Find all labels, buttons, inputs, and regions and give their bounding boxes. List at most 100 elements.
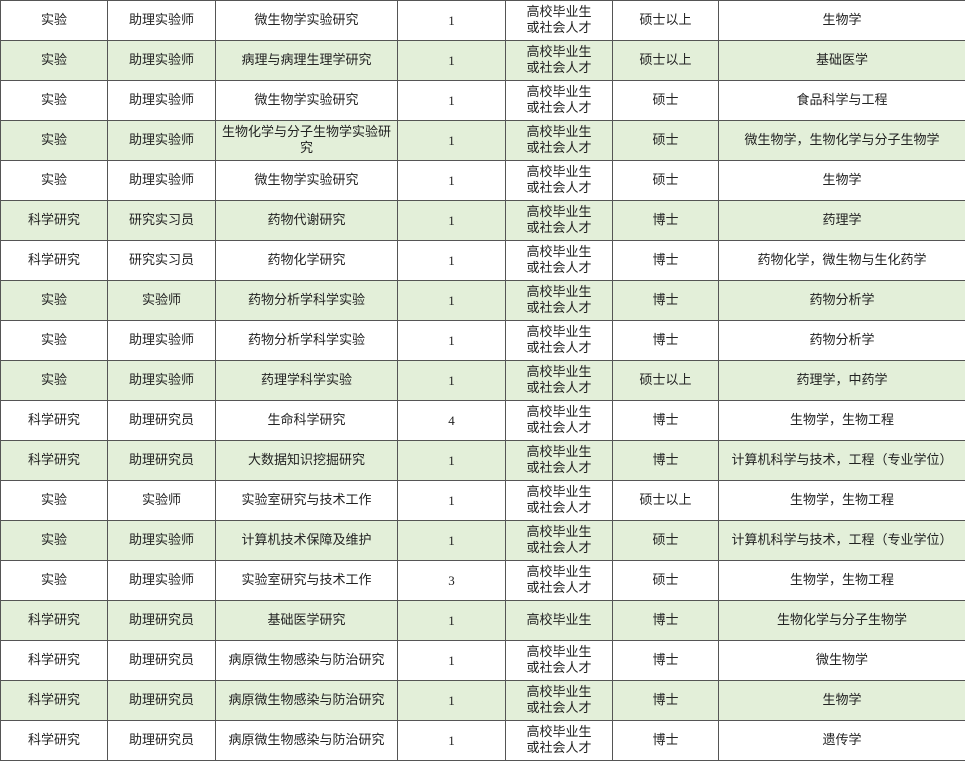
position-cell: 实验师: [107, 480, 216, 521]
degree-cell: 硕士以上: [612, 360, 719, 401]
table-row: 科学研究 助理研究员 基础医学研究 1 高校毕业生 博士 生物化学与分子生物学: [0, 600, 965, 641]
table-row: 实验 助理实验师 实验室研究与技术工作 3 高校毕业生 或社会人才 硕士 生物学，生物工程: [0, 560, 965, 601]
position-cell: 助理研究员: [107, 600, 216, 641]
degree-cell: 博士: [612, 440, 719, 481]
position-cell: 研究实习员: [107, 200, 216, 241]
degree-cell: 博士: [612, 640, 719, 681]
position-cell: 助理实验师: [107, 120, 216, 161]
category-cell: 科学研究: [0, 240, 108, 281]
position-cell: 助理实验师: [107, 40, 216, 81]
table-row: 科学研究 助理研究员 病原微生物感染与防治研究 1 高校毕业生 或社会人才 博士 微生物学: [0, 640, 965, 681]
degree-cell: 博士: [612, 600, 719, 641]
degree-cell: 硕士: [612, 560, 719, 601]
post-name-cell: 实验室研究与技术工作: [215, 480, 398, 521]
category-cell: 实验: [0, 360, 108, 401]
degree-cell: 博士: [612, 320, 719, 361]
degree-cell: 硕士以上: [612, 0, 719, 41]
category-cell: 科学研究: [0, 600, 108, 641]
count-cell: 1: [397, 320, 506, 361]
table-row: 实验 助理实验师 病理与病理生理学研究 1 高校毕业生 或社会人才 硕士以上 基础医学: [0, 40, 965, 81]
table-row: 科学研究 助理研究员 生命科学研究 4 高校毕业生 或社会人才 博士 生物学，生物工程: [0, 400, 965, 441]
post-name-cell: 微生物学实验研究: [215, 80, 398, 121]
count-cell: 1: [397, 120, 506, 161]
source-cell: 高校毕业生 或社会人才: [505, 360, 613, 401]
major-cell: 微生物学: [718, 640, 965, 681]
degree-cell: 博士: [612, 400, 719, 441]
source-cell: 高校毕业生 或社会人才: [505, 200, 613, 241]
count-cell: 1: [397, 640, 506, 681]
position-cell: 研究实习员: [107, 240, 216, 281]
category-cell: 科学研究: [0, 680, 108, 721]
count-cell: 1: [397, 680, 506, 721]
position-cell: 助理实验师: [107, 80, 216, 121]
table-row: 科学研究 研究实习员 药物代谢研究 1 高校毕业生 或社会人才 博士 药理学: [0, 200, 965, 241]
count-cell: 1: [397, 160, 506, 201]
category-cell: 科学研究: [0, 440, 108, 481]
post-name-cell: 药理学科学实验: [215, 360, 398, 401]
major-cell: 计算机科学与技术，工程（专业学位）: [718, 440, 965, 481]
post-name-cell: 病原微生物感染与防治研究: [215, 640, 398, 681]
post-name-cell: 病理与病理生理学研究: [215, 40, 398, 81]
count-cell: 1: [397, 520, 506, 561]
major-cell: 生物学: [718, 680, 965, 721]
count-cell: 1: [397, 600, 506, 641]
post-name-cell: 药物分析学科学实验: [215, 280, 398, 321]
degree-cell: 博士: [612, 240, 719, 281]
count-cell: 1: [397, 360, 506, 401]
degree-cell: 博士: [612, 720, 719, 761]
major-cell: 生物学: [718, 160, 965, 201]
degree-cell: 硕士: [612, 520, 719, 561]
major-cell: 生物化学与分子生物学: [718, 600, 965, 641]
post-name-cell: 病原微生物感染与防治研究: [215, 720, 398, 761]
major-cell: 遗传学: [718, 720, 965, 761]
table-row: 实验 助理实验师 微生物学实验研究 1 高校毕业生 或社会人才 硕士 食品科学与工程: [0, 80, 965, 121]
position-cell: 助理实验师: [107, 560, 216, 601]
category-cell: 实验: [0, 320, 108, 361]
post-name-cell: 微生物学实验研究: [215, 0, 398, 41]
position-cell: 实验师: [107, 280, 216, 321]
position-cell: 助理实验师: [107, 160, 216, 201]
position-cell: 助理研究员: [107, 640, 216, 681]
major-cell: 生物学，生物工程: [718, 480, 965, 521]
major-cell: 药物分析学: [718, 320, 965, 361]
category-cell: 实验: [0, 160, 108, 201]
major-cell: 计算机科学与技术，工程（专业学位）: [718, 520, 965, 561]
table-row: 实验 助理实验师 药物分析学科学实验 1 高校毕业生 或社会人才 博士 药物分析学: [0, 320, 965, 361]
major-cell: 药理学: [718, 200, 965, 241]
category-cell: 实验: [0, 560, 108, 601]
position-cell: 助理实验师: [107, 520, 216, 561]
post-name-cell: 生物化学与分子生物学实验研究: [215, 120, 398, 161]
category-cell: 实验: [0, 80, 108, 121]
position-cell: 助理实验师: [107, 0, 216, 41]
post-name-cell: 生命科学研究: [215, 400, 398, 441]
category-cell: 实验: [0, 520, 108, 561]
position-cell: 助理实验师: [107, 360, 216, 401]
count-cell: 1: [397, 200, 506, 241]
degree-cell: 博士: [612, 200, 719, 241]
count-cell: 4: [397, 400, 506, 441]
count-cell: 1: [397, 40, 506, 81]
table-row: 科学研究 研究实习员 药物化学研究 1 高校毕业生 或社会人才 博士 药物化学，微生物与生化…: [0, 240, 965, 281]
position-cell: 助理研究员: [107, 400, 216, 441]
source-cell: 高校毕业生 或社会人才: [505, 680, 613, 721]
count-cell: 1: [397, 280, 506, 321]
table-row: 实验 助理实验师 微生物学实验研究 1 高校毕业生 或社会人才 硕士以上 生物学: [0, 0, 965, 41]
post-name-cell: 微生物学实验研究: [215, 160, 398, 201]
post-name-cell: 计算机技术保障及维护: [215, 520, 398, 561]
category-cell: 科学研究: [0, 720, 108, 761]
position-cell: 助理实验师: [107, 320, 216, 361]
count-cell: 1: [397, 0, 506, 41]
post-name-cell: 药物分析学科学实验: [215, 320, 398, 361]
category-cell: 科学研究: [0, 200, 108, 241]
major-cell: 生物学: [718, 0, 965, 41]
category-cell: 实验: [0, 0, 108, 41]
table-row: 科学研究 助理研究员 大数据知识挖掘研究 1 高校毕业生 或社会人才 博士 计算机科学与技术…: [0, 440, 965, 481]
table-row: 实验 实验师 实验室研究与技术工作 1 高校毕业生 或社会人才 硕士以上 生物学，生物工程: [0, 480, 965, 521]
source-cell: 高校毕业生 或社会人才: [505, 160, 613, 201]
position-cell: 助理研究员: [107, 680, 216, 721]
source-cell: 高校毕业生 或社会人才: [505, 720, 613, 761]
major-cell: 生物学，生物工程: [718, 560, 965, 601]
